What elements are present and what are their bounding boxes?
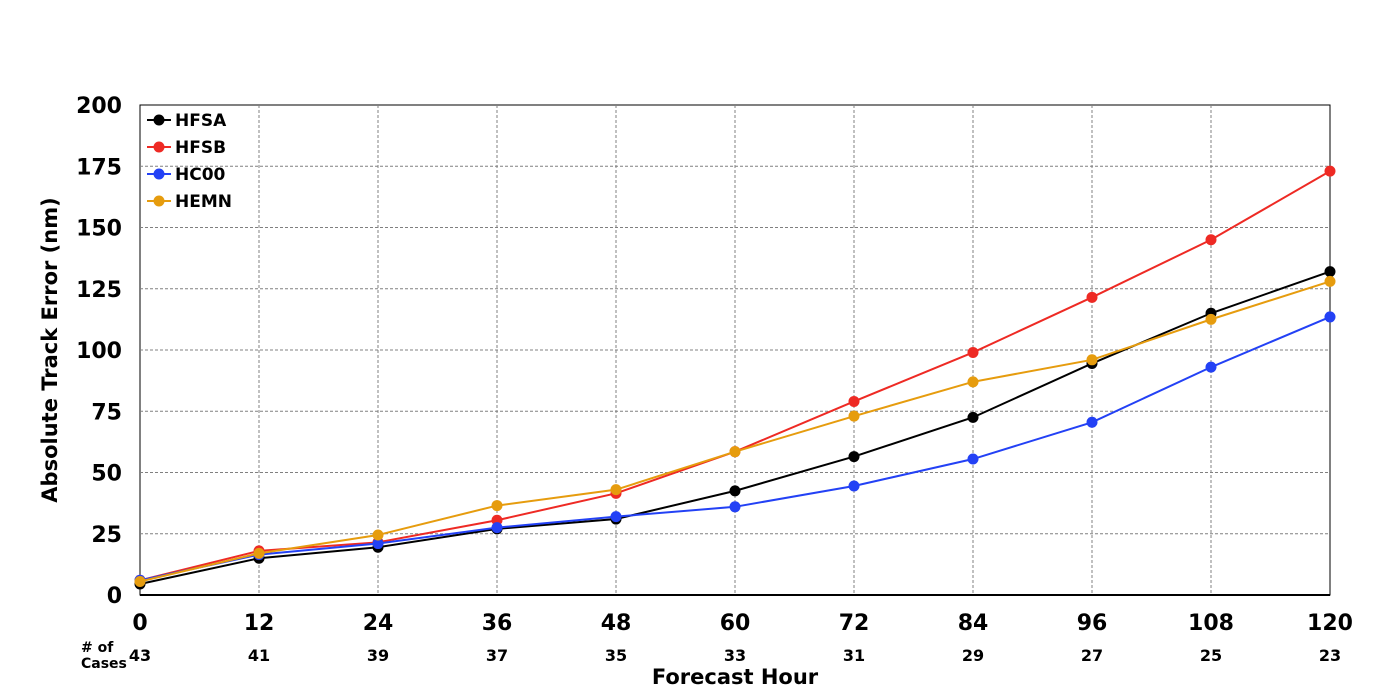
data-point (1086, 291, 1098, 303)
data-point (1324, 165, 1336, 177)
y-tick-label: 25 (91, 523, 122, 548)
legend: HFSA HFSB HC00 HEMN (147, 111, 232, 212)
legend-item-hemn: HEMN (147, 192, 232, 212)
data-point (848, 395, 860, 407)
case-count-label: 35 (605, 646, 627, 665)
x-tick-label: 24 (363, 611, 394, 636)
data-point (1324, 311, 1336, 323)
case-count-label: 25 (1200, 646, 1222, 665)
x-axis-label: Forecast Hour (652, 665, 819, 689)
axes: 0 25 50 75 100 125 150 175 200 0 43 12 41 24 39 36 37 48 3… (76, 94, 1353, 672)
y-tick-label: 75 (91, 400, 122, 425)
data-point (253, 547, 265, 559)
x-tick-label: 48 (601, 611, 632, 636)
y-tick-label: 0 (107, 584, 122, 609)
x-tick-label: 0 (132, 611, 147, 636)
x-tick-label: 96 (1077, 611, 1108, 636)
case-count-label: 33 (724, 646, 746, 665)
x-tick-label: 36 (482, 611, 513, 636)
x-tick-label: 60 (720, 611, 751, 636)
data-point (1205, 361, 1217, 373)
data-point (1324, 275, 1336, 287)
case-count-label: 39 (367, 646, 389, 665)
data-point (491, 522, 503, 534)
x-tick-label: 72 (839, 611, 870, 636)
legend-label: HC00 (175, 165, 226, 185)
data-point (1324, 266, 1336, 278)
legend-marker (153, 168, 165, 180)
data-point (967, 411, 979, 423)
case-count-label: 37 (486, 646, 508, 665)
y-tick-label: 100 (76, 339, 122, 364)
data-point (848, 480, 860, 492)
case-count-label: 43 (129, 646, 151, 665)
y-tick-label: 200 (76, 94, 122, 119)
series-hemn (134, 275, 1336, 588)
grid (139, 104, 1331, 596)
case-count-label: 23 (1319, 646, 1341, 665)
y-axis-label: Absolute Track Error (nm) (38, 197, 62, 502)
series-hc00 (134, 311, 1336, 586)
cases-label: # of Cases (81, 640, 127, 672)
case-count-label: 41 (248, 646, 270, 665)
x-tick-label: 120 (1307, 611, 1353, 636)
data-point (729, 485, 741, 497)
y-tick-label: 125 (76, 278, 122, 303)
data-point (967, 346, 979, 358)
case-count-label: 31 (843, 646, 865, 665)
case-count-label: 29 (962, 646, 984, 665)
y-tick-label: 175 (76, 155, 122, 180)
data-point (134, 576, 146, 588)
legend-marker (153, 195, 165, 207)
y-tick-label: 50 (91, 462, 122, 487)
data-point (848, 410, 860, 422)
legend-item-hfsb: HFSB (147, 138, 226, 158)
x-tick-label: 108 (1188, 611, 1234, 636)
legend-label: HEMN (175, 192, 232, 212)
data-point (967, 453, 979, 465)
series-lines (134, 165, 1336, 590)
legend-item-hc00: HC00 (147, 165, 226, 185)
legend-label: HFSB (175, 138, 226, 158)
data-point (1086, 416, 1098, 428)
legend-item-hfsa: HFSA (147, 111, 227, 131)
case-count-label: 27 (1081, 646, 1103, 665)
legend-marker (153, 114, 165, 126)
data-point (729, 501, 741, 513)
data-point (967, 376, 979, 388)
x-tick-label: 12 (244, 611, 275, 636)
legend-marker (153, 141, 165, 153)
x-tick-label: 84 (958, 611, 989, 636)
data-point (610, 484, 622, 496)
y-tick-label: 150 (76, 217, 122, 242)
data-point (372, 529, 384, 541)
data-point (1205, 234, 1217, 246)
data-point (491, 500, 503, 512)
legend-label: HFSA (175, 111, 227, 131)
data-point (610, 511, 622, 523)
data-point (729, 446, 741, 458)
data-point (1205, 313, 1217, 325)
data-point (848, 451, 860, 463)
data-point (372, 538, 384, 550)
data-point (1086, 354, 1098, 366)
